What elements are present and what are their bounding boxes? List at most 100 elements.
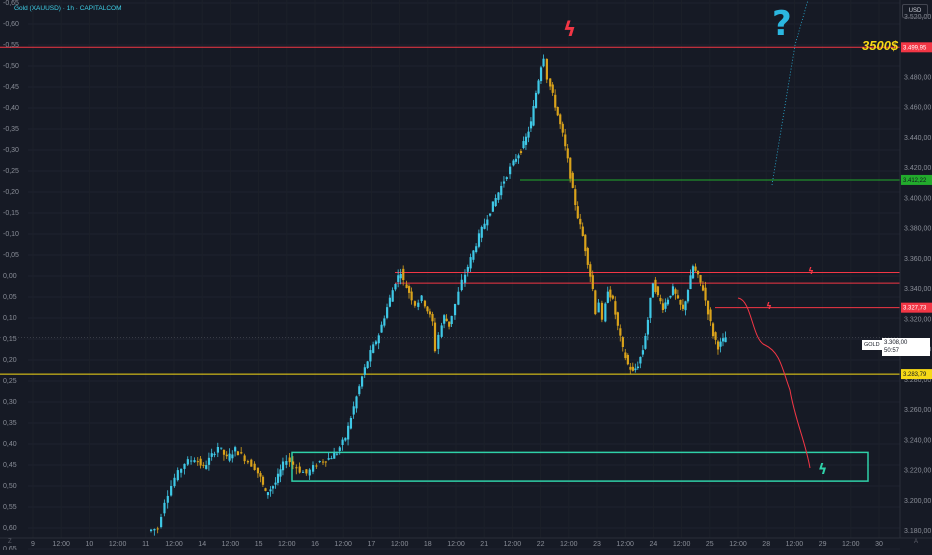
bolt-top-icon: ϟ <box>563 17 576 41</box>
candle-body <box>176 470 179 481</box>
candle-body <box>344 437 347 441</box>
candle-body <box>644 335 647 349</box>
time-tick-label: 12:00 <box>504 541 522 548</box>
level-labels: 3.499,95 3.412,22 3.327,73 3.283,79 <box>901 42 932 380</box>
candle-body <box>591 275 594 290</box>
candle-body <box>539 67 543 82</box>
candle-body <box>315 465 318 467</box>
candle-body <box>402 268 405 281</box>
left-tick-label: 0,20 <box>3 357 17 364</box>
candle-body <box>631 366 634 371</box>
candle-body <box>704 287 707 301</box>
level-label-bg <box>901 302 932 313</box>
candle-body <box>383 318 386 326</box>
candle-body <box>559 114 562 125</box>
candle-body <box>626 354 629 365</box>
time-tick-label: 17 <box>368 541 376 548</box>
candle-body <box>173 477 176 487</box>
candle-body <box>210 453 213 457</box>
candle-body <box>428 311 432 315</box>
candle-body <box>579 218 582 225</box>
candle-body <box>537 80 540 94</box>
candle-body <box>279 469 282 477</box>
corner-left-label[interactable]: Z <box>8 539 12 545</box>
level-label-text: 3.283,79 <box>903 372 927 378</box>
candle-body <box>202 464 205 466</box>
candle-body <box>694 266 697 271</box>
candle-body <box>534 92 538 108</box>
candle-body <box>259 473 262 477</box>
candle-body <box>561 123 564 133</box>
left-tick-label: 0,05 <box>3 294 17 301</box>
candle-body <box>489 213 492 216</box>
candle-body <box>256 467 260 474</box>
candle-body <box>457 291 460 305</box>
candle-body <box>475 246 478 253</box>
candle-body <box>225 454 228 457</box>
time-tick-label: 12:00 <box>842 541 860 548</box>
candle-body <box>641 350 645 355</box>
time-tick-label: 15 <box>255 541 263 548</box>
candle-body <box>460 279 463 291</box>
right-axis: 3.520,003.500,003.480,003.460,003.440,00… <box>899 0 931 538</box>
chart-title[interactable]: Gold (XAUUSD) · 1h · CAPITALCOM <box>14 5 122 12</box>
candle-body <box>509 166 512 175</box>
time-tick-label: 21 <box>480 541 488 548</box>
candle-body <box>709 309 712 322</box>
candle-body <box>491 201 494 212</box>
candle-body <box>634 368 637 371</box>
candle-body <box>205 465 208 469</box>
question-mark-icon: ? <box>772 4 792 44</box>
candle-body <box>619 328 622 336</box>
time-tick-label: 12:00 <box>729 541 747 548</box>
time-tick-label: 12:00 <box>560 541 578 548</box>
candle-body <box>556 106 559 116</box>
candle-body <box>500 185 503 196</box>
candle-body <box>724 337 727 343</box>
candle-body <box>358 386 361 395</box>
target-label: 3500$ <box>862 38 899 53</box>
candle-body <box>629 366 632 370</box>
left-tick-label: -0,10 <box>3 231 19 238</box>
right-tick-label: 3.420,00 <box>904 165 931 172</box>
candle-body <box>584 234 587 252</box>
candle-body <box>291 461 295 465</box>
candle-body <box>266 492 270 496</box>
candle-body <box>153 528 156 531</box>
left-tick-label: 0,00 <box>3 273 17 280</box>
left-tick-label: 0,45 <box>3 462 17 469</box>
grid-lines <box>28 0 900 550</box>
left-tick-label: -0,35 <box>3 126 19 133</box>
candle-body <box>549 78 552 87</box>
candle-body <box>250 459 253 467</box>
candle-body <box>246 461 250 463</box>
time-tick-label: 12:00 <box>447 541 465 548</box>
corner-right-label[interactable]: A <box>914 539 919 545</box>
candle-body <box>545 58 548 80</box>
price-levels <box>0 46 900 375</box>
candle-body <box>480 226 483 238</box>
candle-body <box>170 485 173 496</box>
candle-body <box>486 219 489 226</box>
candle-body <box>199 458 202 466</box>
candle-body <box>301 471 305 473</box>
candle-body <box>571 172 574 188</box>
candle-body <box>253 463 256 471</box>
candle-body <box>721 338 725 342</box>
candle-body <box>276 473 280 483</box>
time-tick-label: 23 <box>593 541 601 548</box>
candle-body <box>686 290 690 302</box>
candle-body <box>163 502 166 514</box>
time-tick-label: 29 <box>819 541 827 548</box>
right-tick-label: 3.440,00 <box>904 135 931 142</box>
candle-body <box>696 270 700 275</box>
candle-body <box>285 461 288 465</box>
candle-body <box>450 315 453 325</box>
candle-body <box>589 264 592 277</box>
currency-button[interactable]: USD <box>902 4 928 18</box>
candle-body <box>269 489 272 492</box>
level-label-text: 3.499,95 <box>903 45 927 51</box>
candle-body <box>522 141 525 149</box>
candle-body <box>281 461 285 471</box>
left-tick-label: 0,10 <box>3 315 17 322</box>
